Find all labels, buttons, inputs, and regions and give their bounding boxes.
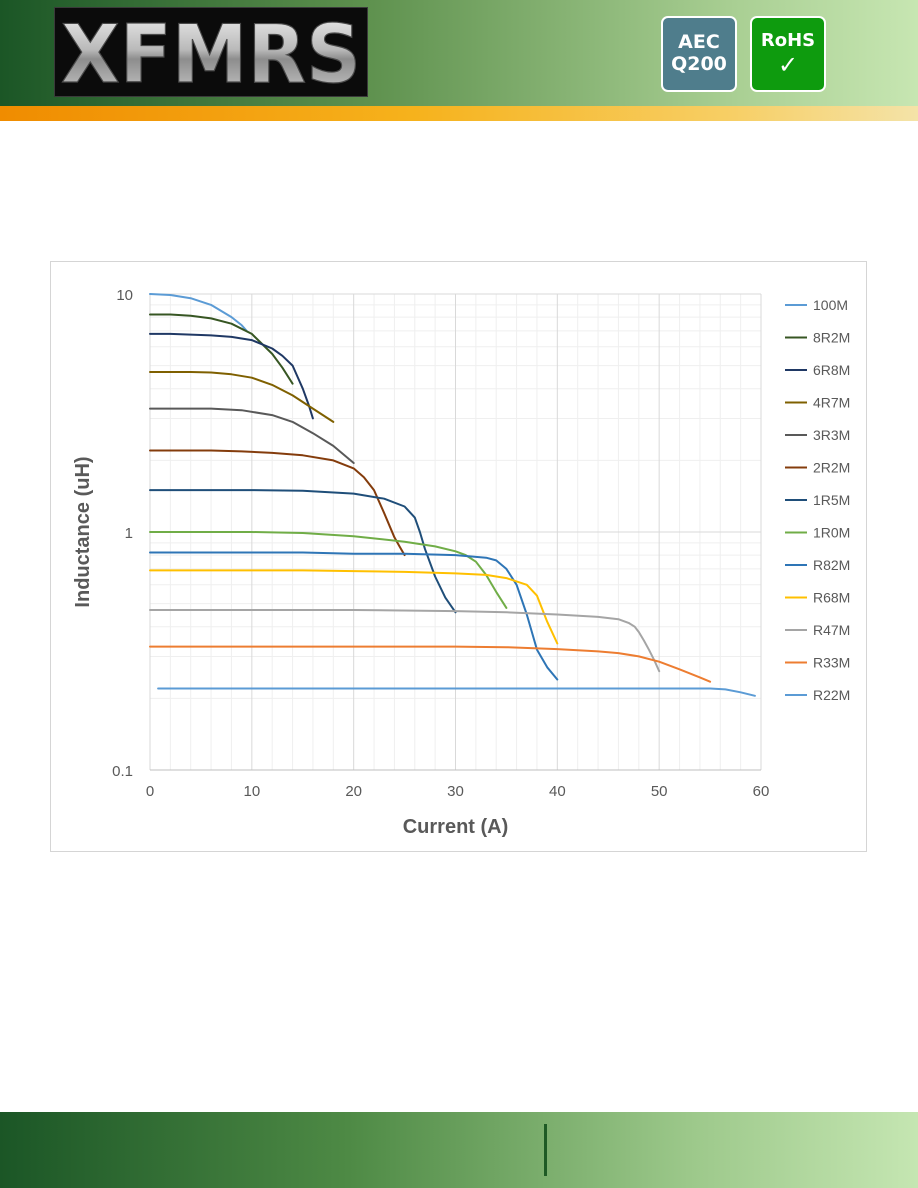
x-tick-label: 20 — [345, 783, 362, 800]
footer-bar — [0, 1112, 918, 1188]
brand-logo: XFMRS — [54, 7, 368, 97]
header-bar: XFMRS AEC Q200 RoHS ✓ — [0, 0, 918, 106]
series-line-8r2m — [149, 313, 294, 385]
series-line-r22m — [157, 687, 756, 697]
legend-label-r22m: R22M — [813, 687, 850, 703]
x-tick-label: 10 — [243, 783, 260, 800]
x-tick-label: 40 — [549, 783, 566, 800]
legend-label-1r5m: 1R5M — [813, 492, 850, 508]
series-line-r33m — [149, 645, 712, 683]
footer-divider — [544, 1124, 547, 1176]
x-tick-label: 0 — [146, 783, 154, 800]
q200-label: Q200 — [671, 53, 727, 75]
legend-label-6r8m: 6R8M — [813, 362, 850, 378]
series-line-r82m — [149, 551, 559, 681]
series-line-100m — [149, 293, 248, 332]
checkmark-icon: ✓ — [777, 51, 799, 80]
x-tick-label: 30 — [447, 783, 464, 800]
legend-label-8r2m: 8R2M — [813, 330, 850, 346]
brand-logo-mark: XFMRS — [60, 8, 361, 96]
header-accent-band — [0, 106, 918, 121]
rohs-label: RoHS — [760, 29, 816, 51]
x-axis-title: Current (A) — [403, 816, 509, 838]
inductance-chart: 0 10 20 30 40 50 60 0.1 1 10 Current (A) Inductance… — [50, 261, 867, 852]
legend-label-1r0m: 1R0M — [813, 525, 850, 541]
y-axis-title: Inductance (uH) — [72, 456, 94, 607]
series-line-6r8m — [149, 332, 314, 420]
series-line-1r5m — [149, 489, 457, 614]
legend-label-r47m: R47M — [813, 622, 850, 638]
y-tick-label: 0.1 — [112, 763, 133, 780]
legend-label-4r7m: 4R7M — [813, 395, 850, 411]
logo-text: XFMRS — [61, 8, 361, 96]
rohs-badge: RoHS ✓ — [750, 16, 826, 92]
legend-label-3r3m: 3R3M — [813, 427, 850, 443]
series-line-3r3m — [149, 407, 355, 464]
legend-label-100m: 100M — [813, 297, 848, 313]
aec-label: AEC — [678, 31, 720, 54]
series-line-2r2m — [149, 449, 406, 557]
y-tick-label: 10 — [116, 287, 133, 304]
series-line-r47m — [149, 609, 661, 673]
chart-canvas: 0 10 20 30 40 50 60 0.1 1 10 Current (A) Inductance… — [72, 287, 850, 838]
legend-label-2r2m: 2R2M — [813, 460, 850, 476]
legend-label-r33m: R33M — [813, 655, 850, 671]
series-line-r68m — [149, 569, 559, 645]
x-tick-label: 60 — [753, 783, 770, 800]
legend-label-r68m: R68M — [813, 590, 850, 606]
x-tick-label: 50 — [651, 783, 668, 800]
legend-label-r82m: R82M — [813, 557, 850, 573]
y-tick-label: 1 — [125, 525, 133, 542]
series-line-4r7m — [149, 371, 335, 423]
aec-q200-badge: AEC Q200 — [661, 16, 737, 92]
